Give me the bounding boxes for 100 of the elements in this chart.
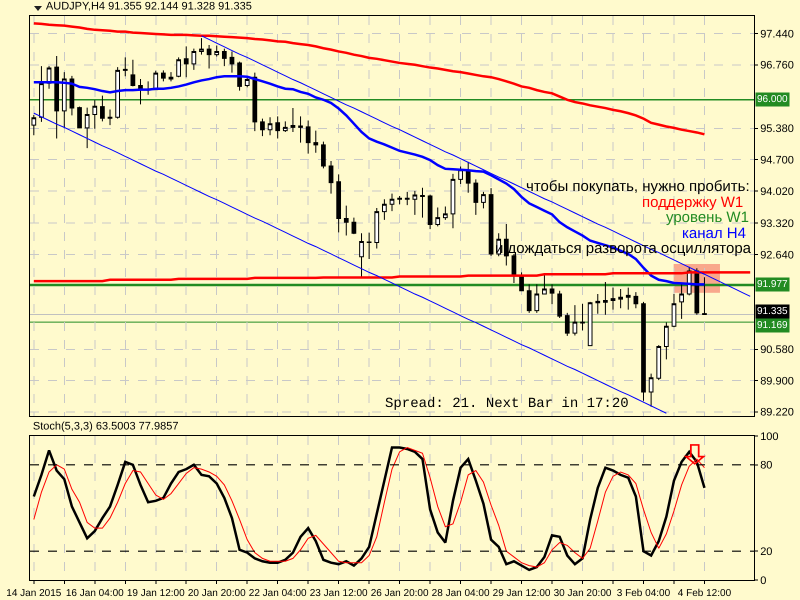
y-tick-label: 96.760 [760, 60, 794, 72]
line-series [32, 271, 752, 282]
candlestick [466, 161, 471, 194]
candlestick [564, 312, 570, 336]
candlestick [84, 107, 90, 149]
candlestick [100, 95, 105, 122]
candlestick [344, 205, 349, 236]
chart-title: Stoch(5,3,3) 63.5003 77.9857 [32, 420, 178, 433]
candlestick [359, 232, 364, 278]
candlestick [526, 284, 532, 314]
candlestick [115, 66, 120, 120]
candlestick [420, 187, 425, 218]
x-tick-label: 20 Jan 20:00 [188, 588, 246, 599]
candlestick [488, 188, 494, 256]
candlestick [108, 108, 112, 126]
candlestick [39, 66, 44, 122]
candlestick [252, 72, 258, 132]
y-tick-label: 0 [760, 574, 766, 587]
candlestick [374, 207, 380, 249]
annotation: чтобы покупать, нужно пробить: [526, 178, 750, 195]
candlestick [641, 301, 646, 402]
x-tick-label: 30 Jan 20:00 [554, 588, 612, 599]
annotation: канал H4 [682, 225, 746, 242]
candlestick [442, 206, 448, 220]
candlestick [54, 56, 60, 139]
candlestick [534, 284, 540, 314]
annotation: уровень W1 [666, 209, 749, 226]
candlestick [237, 61, 242, 92]
candlestick [352, 217, 356, 235]
candlestick [397, 195, 402, 205]
y-tick-label: 97.440 [760, 28, 794, 40]
candlestick [328, 160, 334, 194]
candlestick [618, 288, 623, 309]
ref-line-label: 96.000 [757, 94, 788, 105]
y-tick-label: 94.020 [760, 186, 794, 198]
candlestick [382, 198, 387, 220]
y-tick-label: 95.380 [760, 123, 794, 136]
candlestick [298, 116, 303, 144]
candlestick [77, 106, 82, 129]
candlestick [184, 46, 189, 78]
candlestick [321, 141, 326, 169]
ref-line-label: 91.335 [757, 306, 788, 317]
candlestick [161, 70, 166, 82]
candlestick [481, 191, 486, 209]
candlestick [282, 120, 288, 132]
candlestick [336, 174, 342, 233]
candlestick [62, 72, 67, 129]
candlestick [702, 276, 707, 316]
candlestick [244, 76, 250, 88]
candlestick [557, 290, 562, 318]
x-tick-label: 14 Jan 2015 [6, 588, 62, 599]
candlestick [603, 282, 608, 316]
candlestick [176, 56, 181, 78]
candlestick [679, 284, 684, 320]
candlestick [199, 38, 204, 56]
candlestick [648, 373, 654, 408]
candlestick [222, 48, 227, 67]
line-series [32, 22, 706, 136]
candlestick [168, 72, 174, 82]
candlestick [588, 301, 593, 347]
y-tick-label: 93.320 [760, 218, 794, 230]
candlestick [412, 190, 418, 216]
candlestick [656, 344, 662, 381]
candlestick [366, 232, 372, 260]
candlestick [428, 194, 432, 230]
candlestick [214, 44, 220, 58]
candlestick [519, 272, 524, 292]
x-tick-label: 3 Feb 04:00 [616, 588, 671, 599]
annotation: поддержку W1 [642, 194, 744, 211]
candlestick [572, 304, 578, 336]
candlestick [390, 193, 394, 212]
candlestick [230, 50, 234, 74]
candlestick [260, 118, 265, 137]
y-tick-label: 100 [760, 430, 779, 443]
candlestick [610, 287, 616, 310]
ref-line-label: 91.977 [757, 279, 788, 290]
candlestick [206, 44, 212, 69]
y-tick-label: 94.700 [760, 154, 794, 166]
candlestick [122, 56, 128, 77]
y-tick-label: 90.580 [760, 344, 794, 356]
candlestick [595, 294, 600, 314]
x-tick-label: 22 Jan 04:00 [248, 588, 308, 599]
chart-title: AUDJPY,H4 91.355 92.144 91.328 91.335 [46, 0, 252, 13]
candlestick [664, 322, 669, 360]
candlestick [634, 292, 638, 309]
candlestick [580, 303, 585, 331]
x-tick-label: 4 Feb 12:00 [678, 588, 732, 599]
x-tick-label: 28 Jan 04:00 [432, 588, 490, 599]
y-tick-label: 20 [760, 546, 772, 558]
candlestick [191, 48, 196, 70]
candlestick [626, 287, 631, 310]
x-tick-label: 23 Jan 12:00 [310, 588, 368, 599]
x-tick-label: 16 Jan 04:00 [66, 588, 124, 599]
candlestick [672, 294, 676, 328]
candlestick [275, 116, 280, 139]
y-tick-label: 92.640 [760, 249, 794, 262]
candlestick [70, 75, 74, 116]
candlestick [404, 191, 410, 206]
annotation: Spread: 21. Next Bar in 17:20 [385, 396, 629, 412]
x-tick-label: 19 Jan 12:00 [126, 588, 186, 599]
